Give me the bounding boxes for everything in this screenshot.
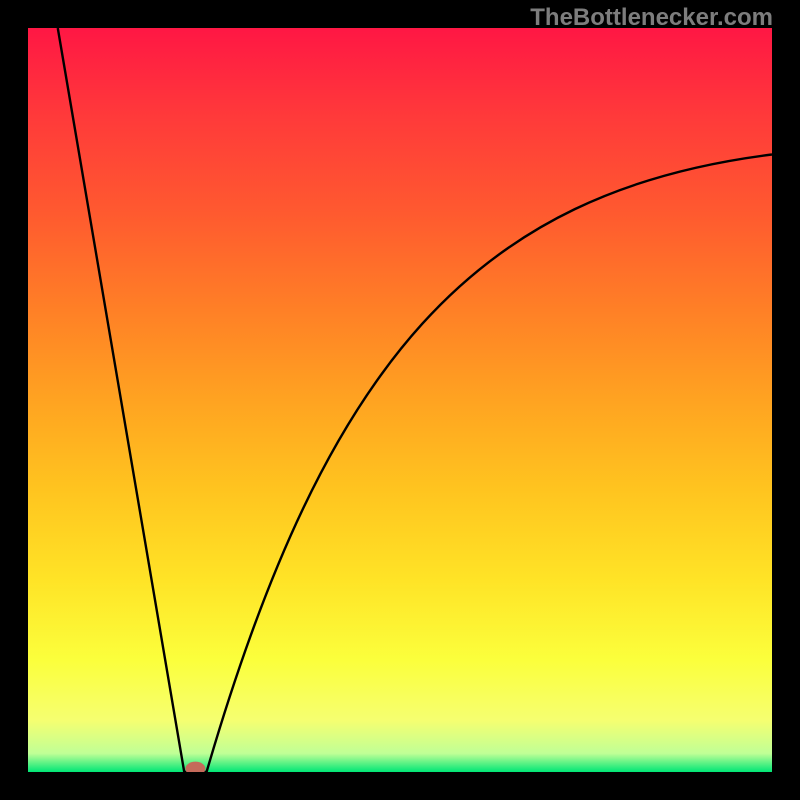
chart-root: TheBottlenecker.com: [0, 0, 800, 800]
chart-svg: [28, 28, 772, 772]
plot-area: [28, 28, 772, 772]
gradient-background: [28, 28, 772, 772]
watermark-text: TheBottlenecker.com: [530, 4, 773, 32]
